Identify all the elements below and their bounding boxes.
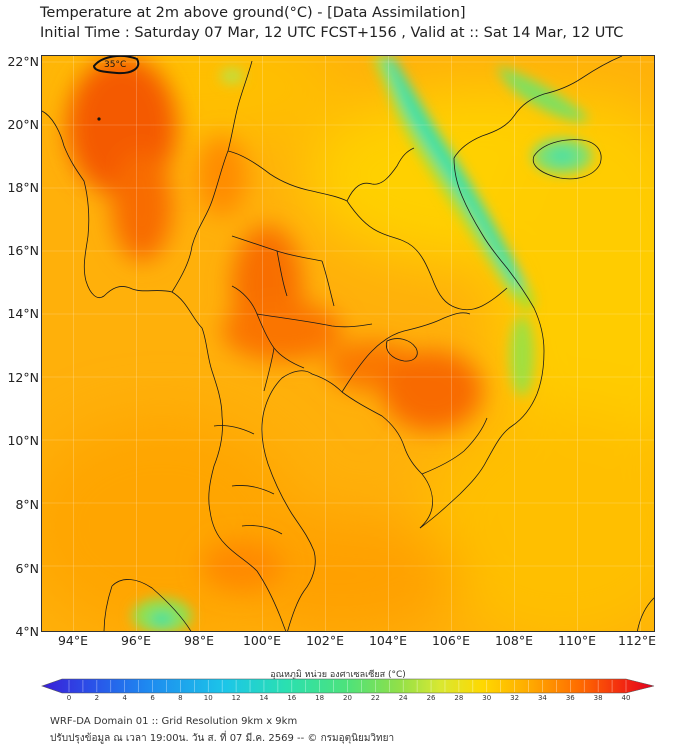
colorbar-title: อุณหภูมิ หน่วย องศาเซลเซียส (°C)	[270, 670, 406, 680]
colorbar-tick-label: 22	[370, 694, 380, 702]
lon-label: 96°E	[120, 633, 152, 648]
lat-label: 8°N	[15, 497, 39, 512]
colorbar-tick-label: 8	[178, 694, 183, 702]
lon-label: 98°E	[183, 633, 215, 648]
map-title: Temperature at 2m above ground(°C) - [Da…	[40, 5, 466, 21]
coastlines-and-borders	[42, 56, 654, 631]
graticule	[42, 56, 654, 631]
lon-label: 112°E	[617, 633, 656, 648]
lat-label: 10°N	[7, 433, 39, 448]
contour-35c	[92, 56, 140, 75]
lon-label: 102°E	[305, 633, 344, 648]
lat-label: 6°N	[15, 561, 39, 576]
colorbar-tick-label: 20	[343, 694, 352, 702]
lat-label: 22°N	[7, 54, 39, 69]
colorbar-tick-label: 4	[122, 694, 127, 702]
colorbar-tick-label: 26	[426, 694, 436, 702]
lon-label: 94°E	[57, 633, 89, 648]
colorbar-tick-label: 28	[454, 694, 464, 702]
colorbar-tick-label: 2	[94, 694, 100, 702]
lat-label: 20°N	[7, 117, 39, 132]
lat-label: 16°N	[7, 243, 39, 258]
colorbar-separators	[68, 680, 627, 692]
colorbar-tick-label: 40	[621, 694, 631, 702]
map-canvas: 35°C	[42, 56, 654, 631]
map-subtitle: Initial Time : Saturday 07 Mar, 12 UTC F…	[40, 25, 624, 41]
lon-label: 104°E	[368, 633, 407, 648]
colorbar-tick-label: 14	[259, 694, 269, 702]
temperature-field-hot	[67, 56, 482, 591]
colorbar-tick-label: 30	[482, 694, 492, 702]
temperature-field-cool	[132, 56, 592, 631]
colorbar-tick-label: 16	[287, 694, 297, 702]
lon-label: 108°E	[494, 633, 533, 648]
colorbar-ramp	[41, 678, 655, 694]
city-marker	[97, 117, 101, 121]
lon-label: 106°E	[431, 633, 470, 648]
footer-resolution: WRF-DA Domain 01 :: Grid Resolution 9km …	[50, 716, 298, 727]
colorbar-tick-label: 10	[203, 694, 213, 702]
colorbar-tick-label: 0	[66, 694, 72, 702]
colorbar-tick-label: 24	[398, 694, 408, 702]
colorbar-tick-label: 34	[537, 694, 547, 702]
colorbar-tick-label: 38	[593, 694, 603, 702]
footer-update: ปรับปรุงข้อมูล ณ เวลา 19:00น. วัน ส. ที่…	[50, 733, 395, 744]
colorbar-tick-label: 6	[150, 694, 155, 702]
lon-label: 100°E	[242, 633, 281, 648]
lat-label: 14°N	[7, 306, 39, 321]
lon-label: 110°E	[557, 633, 596, 648]
colorbar-tick-label: 12	[231, 694, 241, 702]
lat-label: 4°N	[15, 624, 39, 639]
colorbar-tick-label: 36	[565, 694, 575, 702]
lat-label: 12°N	[7, 370, 39, 385]
colorbar-tick-label: 18	[315, 694, 325, 702]
temperature-map: 35°C	[41, 55, 655, 632]
colorbar	[41, 678, 655, 694]
colorbar-tick-label: 32	[510, 694, 520, 702]
lat-label: 18°N	[7, 180, 39, 195]
contour-label: 35°C	[104, 60, 126, 70]
